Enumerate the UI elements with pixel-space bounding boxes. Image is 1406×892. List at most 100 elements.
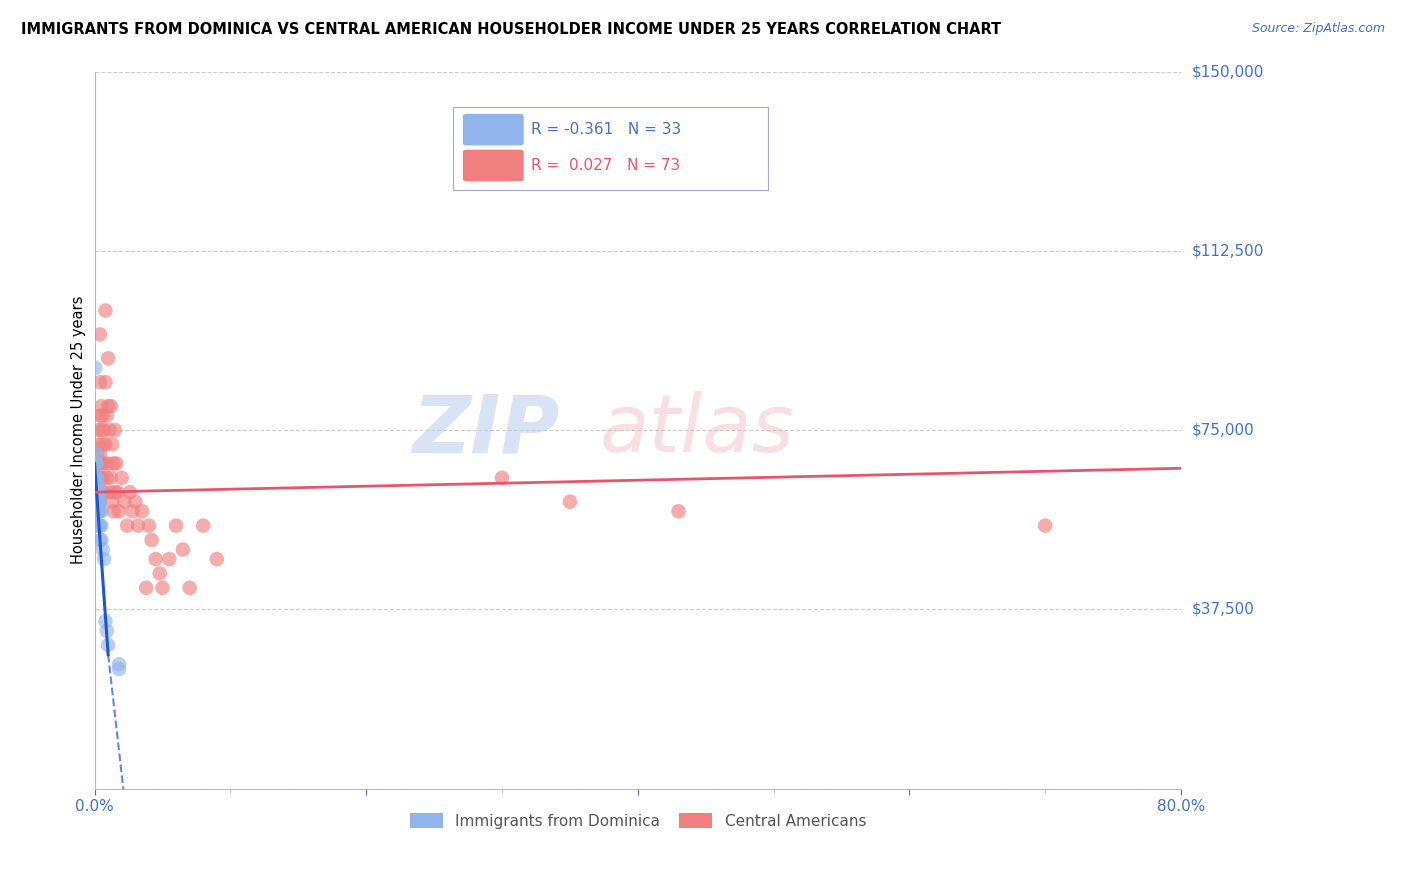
Point <box>94 437 117 451</box>
Point <box>141 533 163 547</box>
Point <box>84 485 107 500</box>
Point <box>94 376 117 390</box>
Point <box>84 471 107 485</box>
Point <box>91 471 114 485</box>
Point <box>90 518 112 533</box>
Point <box>84 471 107 485</box>
Point <box>86 447 108 461</box>
Text: R =  0.027   N = 73: R = 0.027 N = 73 <box>531 158 681 173</box>
Point <box>91 542 114 557</box>
Point <box>193 518 215 533</box>
Point <box>87 494 110 508</box>
FancyBboxPatch shape <box>453 107 768 190</box>
Text: ZIP: ZIP <box>412 391 560 469</box>
Point <box>668 504 690 518</box>
Point <box>89 504 111 518</box>
Point <box>87 471 110 485</box>
Point <box>93 552 115 566</box>
Point <box>87 437 110 451</box>
Point <box>135 581 157 595</box>
Point <box>118 485 141 500</box>
Point <box>165 518 187 533</box>
Text: $75,000: $75,000 <box>1192 423 1254 438</box>
Point <box>84 360 107 375</box>
Point <box>89 327 111 342</box>
Point <box>87 480 110 494</box>
Point <box>86 485 108 500</box>
Point <box>97 399 120 413</box>
Point <box>103 457 125 471</box>
Text: R = -0.361   N = 33: R = -0.361 N = 33 <box>531 122 682 137</box>
Point <box>149 566 172 581</box>
Point <box>89 471 111 485</box>
Point <box>84 485 107 500</box>
Point <box>111 471 134 485</box>
Text: Source: ZipAtlas.com: Source: ZipAtlas.com <box>1251 22 1385 36</box>
Point <box>90 399 112 413</box>
Point <box>121 504 143 518</box>
Point <box>114 494 136 508</box>
Point <box>87 457 110 471</box>
Point <box>86 518 108 533</box>
Point <box>115 518 138 533</box>
Point <box>105 457 128 471</box>
Point <box>86 447 108 461</box>
Point <box>93 485 115 500</box>
Point <box>90 485 112 500</box>
Point <box>138 518 160 533</box>
Point <box>87 423 110 437</box>
Point <box>98 485 121 500</box>
Point <box>89 485 111 500</box>
Point <box>96 409 118 423</box>
Text: $150,000: $150,000 <box>1192 64 1264 79</box>
Text: IMMIGRANTS FROM DOMINICA VS CENTRAL AMERICAN HOUSEHOLDER INCOME UNDER 25 YEARS C: IMMIGRANTS FROM DOMINICA VS CENTRAL AMER… <box>21 22 1001 37</box>
Point <box>98 423 121 437</box>
Point <box>172 542 194 557</box>
Point <box>86 485 108 500</box>
Point <box>90 504 112 518</box>
Point <box>104 485 127 500</box>
Point <box>86 504 108 518</box>
Point <box>94 614 117 628</box>
Point <box>86 457 108 471</box>
Text: atlas: atlas <box>600 391 794 469</box>
Point <box>491 471 513 485</box>
Point <box>84 494 107 508</box>
Text: $112,500: $112,500 <box>1192 244 1264 259</box>
Point <box>205 552 228 566</box>
Point <box>108 662 131 676</box>
Point <box>1033 518 1056 533</box>
Point <box>93 423 115 437</box>
Point <box>89 409 111 423</box>
Point <box>124 494 146 508</box>
Y-axis label: Householder Income Under 25 years: Householder Income Under 25 years <box>72 296 86 565</box>
Point <box>86 471 108 485</box>
Point <box>84 471 107 485</box>
Point <box>107 485 129 500</box>
Point <box>101 437 124 451</box>
Point <box>96 471 118 485</box>
Point <box>93 457 115 471</box>
Point <box>104 423 127 437</box>
Point <box>89 494 111 508</box>
Point <box>103 504 125 518</box>
Legend: Immigrants from Dominica, Central Americans: Immigrants from Dominica, Central Americ… <box>404 807 872 835</box>
Point <box>94 303 117 318</box>
Point <box>91 437 114 451</box>
Point <box>89 533 111 547</box>
Point <box>131 504 153 518</box>
Point <box>87 485 110 500</box>
Point <box>91 409 114 423</box>
Point <box>108 657 131 672</box>
Point <box>86 504 108 518</box>
Point <box>100 399 122 413</box>
Point <box>90 457 112 471</box>
Point <box>101 494 124 508</box>
Point <box>89 447 111 461</box>
Point <box>97 638 120 652</box>
Text: $37,500: $37,500 <box>1192 602 1256 616</box>
Point <box>127 518 149 533</box>
Point <box>100 471 122 485</box>
Point <box>84 457 107 471</box>
Point <box>87 504 110 518</box>
